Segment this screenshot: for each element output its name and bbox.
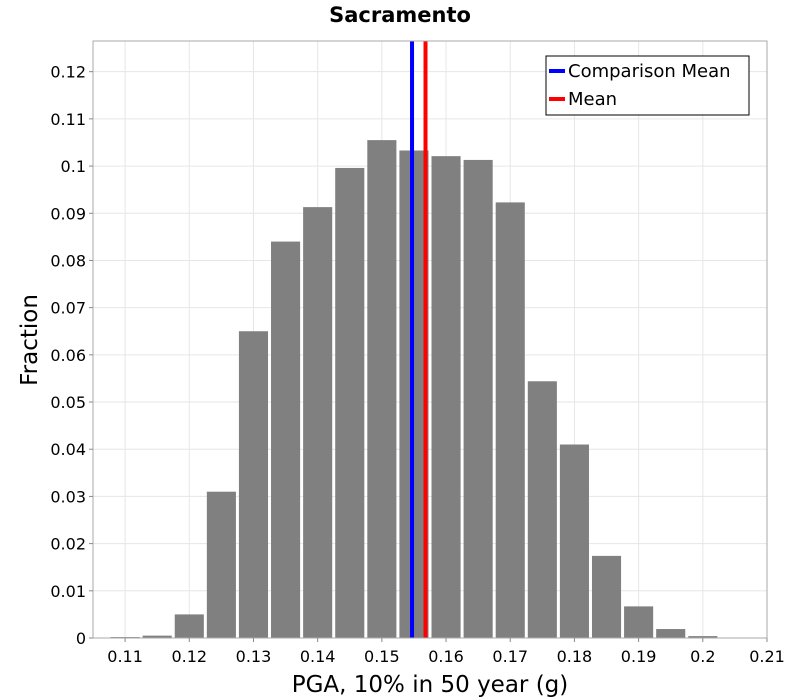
histogram-bar [591,555,622,638]
histogram-bar [335,167,365,638]
histogram-bar [463,159,493,638]
histogram-bar [688,636,718,638]
x-tick-label: 0.21 [749,647,785,666]
y-tick-label: 0.01 [50,582,86,601]
reference-lines [410,41,428,638]
y-tick-label: 0.09 [50,204,86,223]
legend-box [545,55,750,116]
histogram-bar [238,331,269,638]
histogram-bar [527,381,557,638]
y-tick-label: 0.04 [50,440,86,459]
histogram-bar [656,629,686,638]
y-tick-label: 0.06 [50,346,86,365]
histogram-bar [367,140,397,638]
x-tick-label: 0.14 [300,647,336,666]
y-tick-label: 0.1 [61,157,86,176]
histogram-bar [142,635,172,638]
y-tick-label: 0.03 [50,487,86,506]
y-tick-label: 0.12 [50,63,86,82]
x-tick-label: 0.12 [171,647,207,666]
x-axis-title: PGA, 10% in 50 year (g) [292,672,569,698]
plot-frame [92,40,768,639]
y-axis: 0 0.01 0.02 0.03 0.04 0.05 0.06 0.07 0.08 0.09 0.1… [50,63,93,648]
histogram-bar [174,614,204,638]
y-tick-label: 0.05 [50,393,86,412]
y-tick-label: 0.11 [50,110,86,129]
x-tick-label: 0.13 [236,647,272,666]
grid [93,41,768,639]
legend-label: Mean [568,89,617,110]
x-tick-label: 0.11 [107,647,143,666]
x-tick-label: 0.2 [690,647,715,666]
legend-label: Comparison Mean [568,61,731,82]
y-tick-label: 0 [76,629,86,648]
y-tick-label: 0.08 [50,251,86,270]
x-tick-label: 0.18 [557,647,593,666]
histogram-bar [303,207,333,638]
chart-title: Sacramento [329,3,471,27]
y-tick-label: 0.07 [50,299,86,318]
histogram-bar [271,241,301,638]
legend: Comparison Mean Mean [545,55,750,116]
y-tick-label: 0.02 [50,535,86,554]
histogram-bar [431,156,461,638]
histogram-bar [559,444,589,638]
histogram-bar [624,606,654,638]
x-axis: 0.11 0.12 0.13 0.14 0.15 0.16 0.17 0.18 0.19 0.2 0… [107,638,785,666]
x-tick-label: 0.16 [428,647,464,666]
histogram-bar [495,202,525,638]
x-tick-label: 0.19 [621,647,657,666]
y-axis-title: Fraction [17,294,43,386]
x-tick-label: 0.15 [364,647,400,666]
x-tick-label: 0.17 [492,647,528,666]
histogram-bar [206,491,236,638]
